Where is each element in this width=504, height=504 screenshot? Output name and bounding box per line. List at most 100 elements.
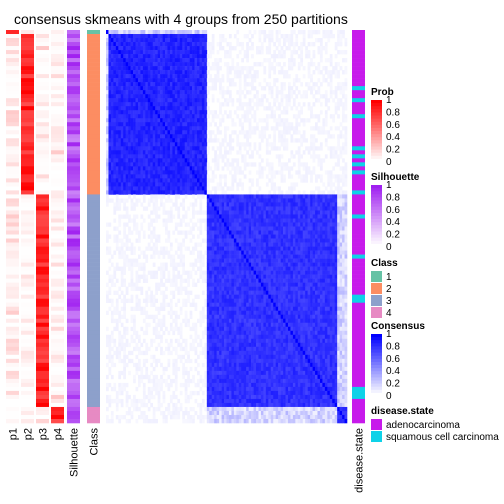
consensus-cell: [110, 186, 114, 191]
consensus-cell: [137, 254, 141, 259]
consensus-cell: [243, 206, 247, 211]
consensus-cell: [305, 250, 308, 255]
consensus-cell: [297, 62, 301, 67]
consensus-cell: [204, 98, 208, 103]
consensus-cell: [150, 190, 154, 195]
consensus-cell: [221, 102, 225, 107]
consensus-cell: [322, 262, 326, 267]
consensus-cell: [192, 74, 195, 79]
consensus-cell: [128, 230, 131, 235]
consensus-cell: [319, 218, 323, 223]
consensus-cell: [329, 254, 333, 259]
consensus-cell: [260, 30, 264, 35]
consensus-cell: [238, 194, 242, 199]
consensus-cell: [241, 142, 245, 147]
consensus-cell: [145, 74, 149, 79]
consensus-cell: [162, 78, 166, 83]
consensus-cell: [248, 66, 252, 71]
consensus-cell: [133, 62, 136, 67]
p2-cell: [21, 306, 34, 312]
class-cell: [87, 62, 100, 67]
consensus-cell: [327, 258, 331, 263]
consensus-cell: [342, 214, 345, 219]
consensus-cell: [344, 206, 348, 211]
consensus-cell: [290, 138, 294, 143]
consensus-cell: [287, 42, 291, 47]
consensus-cell: [192, 226, 195, 231]
consensus-cell: [147, 170, 151, 175]
consensus-cell: [285, 194, 289, 199]
consensus-cell: [187, 30, 190, 35]
consensus-cell: [147, 98, 151, 103]
consensus-cell: [113, 274, 117, 279]
consensus-cell: [155, 54, 158, 59]
consensus-cell: [142, 106, 146, 111]
consensus-cell: [199, 210, 203, 215]
consensus-cell: [169, 46, 173, 51]
consensus-cell: [310, 262, 313, 267]
consensus-cell: [339, 186, 343, 191]
consensus-cell: [295, 150, 299, 155]
consensus-cell: [228, 114, 232, 119]
consensus-cell: [128, 50, 131, 55]
consensus-cell: [174, 158, 178, 163]
consensus-cell: [238, 106, 242, 111]
consensus-cell: [214, 254, 217, 259]
consensus-cell: [128, 126, 131, 131]
consensus-cell: [265, 58, 269, 63]
consensus-cell: [204, 102, 208, 107]
consensus-cell: [133, 150, 136, 155]
consensus-cell: [128, 226, 131, 231]
consensus-cell: [278, 210, 281, 215]
consensus-cell: [142, 174, 146, 179]
consensus-cell: [211, 174, 215, 179]
consensus-cell: [322, 198, 326, 203]
consensus-cell: [268, 270, 272, 275]
p3-cell: [36, 170, 49, 175]
consensus-cell: [169, 54, 173, 59]
consensus-cell: [206, 218, 210, 223]
consensus-cell: [312, 138, 316, 143]
consensus-cell: [150, 270, 154, 275]
consensus-cell: [275, 154, 279, 159]
consensus-cell: [194, 74, 198, 79]
consensus-cell: [228, 226, 232, 231]
silhouette-cell: [67, 262, 80, 267]
consensus-cell: [302, 262, 306, 267]
consensus-cell: [128, 106, 131, 111]
consensus-cell: [327, 198, 331, 203]
consensus-cell: [214, 266, 217, 271]
consensus-cell: [310, 170, 313, 175]
class-cell: [87, 150, 100, 155]
consensus-cell: [317, 258, 321, 263]
consensus-cell: [339, 206, 343, 211]
p2-cell: [21, 282, 34, 287]
consensus-cell: [133, 58, 136, 63]
consensus-cell: [123, 38, 126, 43]
silhouette-cell: [67, 314, 80, 320]
consensus-cell: [108, 178, 112, 183]
consensus-cell: [184, 194, 188, 199]
consensus-cell: [169, 186, 173, 191]
silhouette-cell: [67, 78, 80, 83]
p4-cell: [51, 30, 64, 35]
consensus-cell: [167, 118, 171, 123]
consensus-cell: [344, 246, 348, 251]
consensus-cell: [199, 190, 203, 195]
consensus-cell: [187, 146, 190, 151]
consensus-cell: [157, 98, 161, 103]
consensus-cell: [243, 54, 247, 59]
class-cell: [87, 302, 100, 308]
consensus-cell: [226, 42, 230, 47]
consensus-cell: [216, 210, 220, 215]
consensus-cell: [322, 190, 326, 195]
consensus-cell: [315, 226, 318, 231]
consensus-cell: [113, 166, 117, 171]
p4-cell: [51, 398, 64, 404]
p1-cell: [6, 402, 19, 408]
consensus-cell: [221, 166, 225, 171]
consensus-cell: [192, 262, 195, 267]
consensus-cell: [123, 162, 126, 167]
consensus-cell: [337, 186, 340, 191]
consensus-cell: [287, 122, 291, 127]
